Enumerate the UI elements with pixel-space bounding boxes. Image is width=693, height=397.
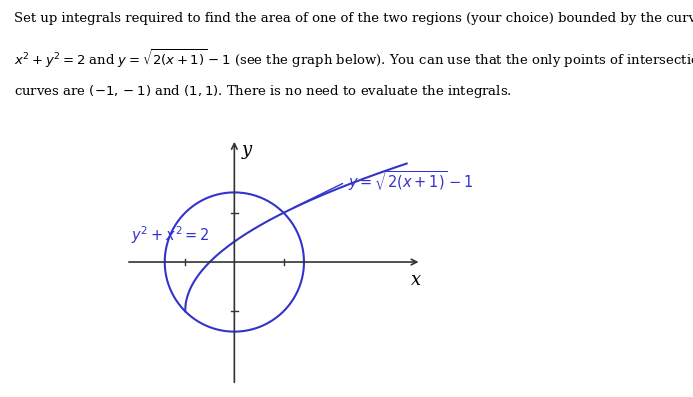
Text: x: x [412, 271, 421, 289]
Text: curves are $(-1, -1)$ and $(1, 1)$. There is no need to evaluate the integrals.: curves are $(-1, -1)$ and $(1, 1)$. Ther… [14, 83, 511, 100]
Text: Set up integrals required to find the area of one of the two regions (your choic: Set up integrals required to find the ar… [14, 12, 693, 25]
Text: $x^2 + y^2 = 2$ and $y = \sqrt{2(x+1)} - 1$ (see the graph below). You can use t: $x^2 + y^2 = 2$ and $y = \sqrt{2(x+1)} -… [14, 48, 693, 70]
Text: $y = \sqrt{2(x+1)} - 1$: $y = \sqrt{2(x+1)} - 1$ [348, 169, 473, 193]
Text: y: y [242, 141, 252, 160]
Text: $y^2 + x^2 = 2$: $y^2 + x^2 = 2$ [131, 224, 210, 246]
